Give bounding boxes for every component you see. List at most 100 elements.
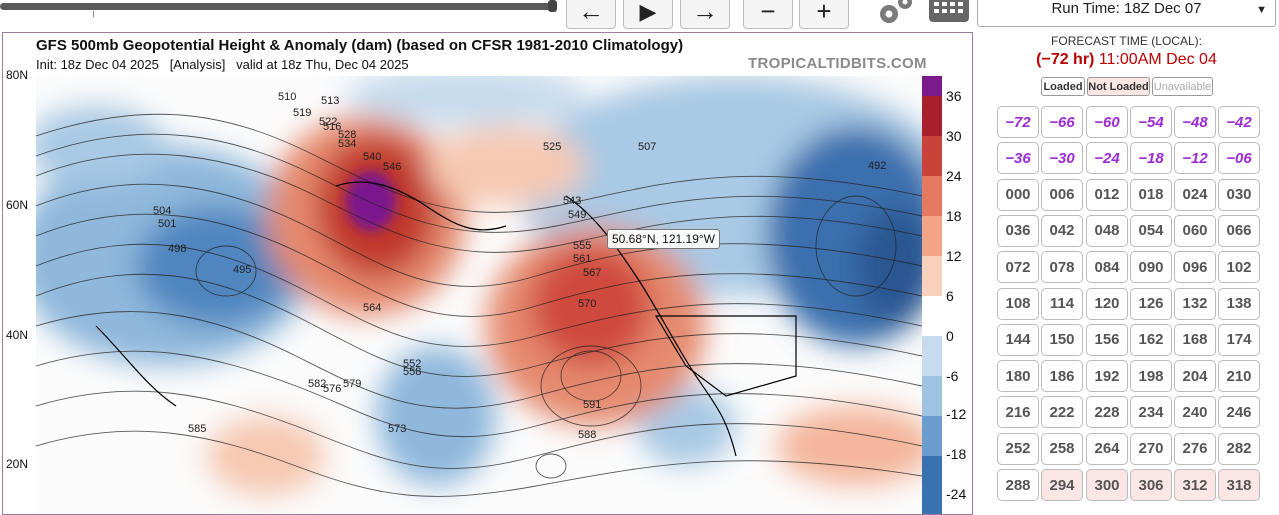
forecast-hour-button[interactable]: 228: [1086, 396, 1128, 429]
contour-label: 501: [158, 218, 177, 230]
forecast-hour-button[interactable]: 306: [1130, 469, 1172, 501]
forecast-hour-button[interactable]: −60: [1086, 106, 1128, 138]
chevron-down-icon: ▼: [1256, 4, 1267, 16]
forecast-hour-button[interactable]: 084: [1086, 251, 1128, 284]
lat-label-40n: 40N: [6, 328, 29, 342]
forecast-hour-button[interactable]: 030: [1218, 178, 1260, 211]
forecast-hour-button[interactable]: 300: [1086, 469, 1128, 501]
forecast-hour-button[interactable]: 246: [1218, 396, 1260, 429]
forecast-hour-button[interactable]: 252: [997, 432, 1039, 465]
forecast-hour-button[interactable]: 138: [1218, 287, 1260, 320]
next-frame-button[interactable]: →: [680, 0, 730, 29]
forecast-hour-button[interactable]: 006: [1041, 178, 1083, 211]
forecast-hour-button[interactable]: 102: [1218, 251, 1260, 284]
timeline-tick: [93, 11, 94, 17]
forecast-hour-offset: (−72 hr): [1036, 51, 1095, 68]
forecast-hour-button[interactable]: 210: [1218, 360, 1260, 393]
forecast-hour-button[interactable]: 258: [1041, 432, 1083, 465]
forecast-hour-button[interactable]: 114: [1041, 287, 1083, 320]
colorbar-label: 6: [946, 288, 954, 304]
forecast-hour-button[interactable]: 066: [1218, 214, 1260, 247]
forecast-hour-button[interactable]: 234: [1130, 396, 1172, 429]
forecast-hour-button[interactable]: 078: [1041, 251, 1083, 284]
forecast-hour-button[interactable]: −06: [1218, 142, 1260, 175]
forecast-hour-button[interactable]: −54: [1130, 106, 1172, 138]
zoom-in-button[interactable]: +: [799, 0, 849, 29]
forecast-hour-button[interactable]: 060: [1174, 214, 1216, 247]
forecast-hour-button[interactable]: 096: [1174, 251, 1216, 284]
forecast-hour-button[interactable]: 012: [1086, 178, 1128, 211]
timeline-slider-handle[interactable]: [548, 0, 557, 12]
forecast-hour-button[interactable]: −30: [1041, 142, 1083, 175]
forecast-hour-button[interactable]: 288: [997, 469, 1039, 501]
forecast-hour-button[interactable]: −36: [997, 142, 1039, 175]
forecast-hour-button[interactable]: 018: [1130, 178, 1172, 211]
forecast-hour-button[interactable]: −48: [1174, 106, 1216, 138]
forecast-hour-button[interactable]: 168: [1174, 323, 1216, 356]
forecast-hour-button[interactable]: 150: [1041, 323, 1083, 356]
forecast-hour-button[interactable]: 222: [1041, 396, 1083, 429]
forecast-hour-button[interactable]: 000: [997, 178, 1039, 211]
forecast-hour-button[interactable]: 072: [997, 251, 1039, 284]
forecast-hour-button[interactable]: −12: [1174, 142, 1216, 175]
forecast-hour-button[interactable]: 294: [1041, 469, 1083, 501]
forecast-hour-button[interactable]: 126: [1130, 287, 1172, 320]
forecast-hour-button[interactable]: −18: [1130, 142, 1172, 175]
forecast-hour-button[interactable]: 054: [1130, 214, 1172, 247]
forecast-hour-button[interactable]: −72: [997, 106, 1039, 138]
forecast-hour-button[interactable]: 240: [1174, 396, 1216, 429]
minus-icon: −: [760, 0, 776, 26]
run-time-select[interactable]: Run Time: 18Z Dec 07 ▼: [977, 0, 1276, 27]
colorbar-label: -24: [946, 486, 967, 502]
forecast-hour-button[interactable]: 174: [1218, 323, 1260, 356]
legend-loaded: Loaded: [1041, 77, 1085, 96]
forecast-hour-button[interactable]: −42: [1218, 106, 1260, 138]
play-button[interactable]: ▶: [623, 0, 673, 29]
contour-label: 525: [543, 141, 562, 153]
forecast-hour-button[interactable]: 024: [1174, 178, 1216, 211]
forecast-hour-button[interactable]: 132: [1174, 287, 1216, 320]
settings-button[interactable]: [875, 0, 919, 28]
lat-label-80n: 80N: [6, 68, 29, 82]
previous-frame-button[interactable]: ←: [566, 0, 616, 29]
forecast-hour-button[interactable]: 264: [1086, 432, 1128, 465]
forecast-hour-button[interactable]: 198: [1130, 360, 1172, 393]
forecast-hour-button[interactable]: 276: [1174, 432, 1216, 465]
forecast-hour-button[interactable]: 162: [1130, 323, 1172, 356]
lat-label-20n: 20N: [6, 457, 29, 471]
colorbar-label: 36: [946, 88, 962, 104]
forecast-hour-button[interactable]: 108: [997, 287, 1039, 320]
timeline-slider[interactable]: [0, 3, 553, 10]
anomaly-map[interactable]: [36, 76, 922, 515]
coordinate-tooltip: 50.68°N, 121.19°W: [607, 229, 720, 249]
forecast-hour-button[interactable]: 204: [1174, 360, 1216, 393]
forecast-hour-button[interactable]: 090: [1130, 251, 1172, 284]
forecast-hour-button[interactable]: 186: [1041, 360, 1083, 393]
forecast-hour-button[interactable]: −66: [1041, 106, 1083, 138]
forecast-hour-button[interactable]: 042: [1041, 214, 1083, 247]
colorbar: [922, 76, 942, 514]
contour-label: 516: [323, 121, 342, 133]
forecast-hour-button[interactable]: 048: [1086, 214, 1128, 247]
forecast-hour-button[interactable]: 270: [1130, 432, 1172, 465]
keyboard-icon: [934, 2, 963, 13]
forecast-hour-button[interactable]: 216: [997, 396, 1039, 429]
forecast-hour-button[interactable]: 144: [997, 323, 1039, 356]
contour-label: 549: [568, 209, 587, 221]
lat-label-60n: 60N: [6, 198, 29, 212]
forecast-hour-button[interactable]: −24: [1086, 142, 1128, 175]
contour-label: 570: [578, 298, 597, 310]
keyboard-shortcuts-button[interactable]: [929, 0, 969, 22]
forecast-hour-button[interactable]: 036: [997, 214, 1039, 247]
forecast-hour-button[interactable]: 156: [1086, 323, 1128, 356]
forecast-hour-button[interactable]: 180: [997, 360, 1039, 393]
map-subtitle: Init: 18z Dec 04 2025 [Analysis] valid a…: [36, 57, 409, 72]
forecast-hour-button[interactable]: 120: [1086, 287, 1128, 320]
colorbar-label: -18: [946, 446, 967, 462]
forecast-hour-button[interactable]: 312: [1174, 469, 1216, 501]
forecast-local-time: 11:00AM Dec 04: [1098, 51, 1217, 68]
forecast-hour-button[interactable]: 192: [1086, 360, 1128, 393]
zoom-out-button[interactable]: −: [743, 0, 793, 29]
forecast-hour-button[interactable]: 282: [1218, 432, 1260, 465]
forecast-hour-button[interactable]: 318: [1218, 469, 1260, 501]
